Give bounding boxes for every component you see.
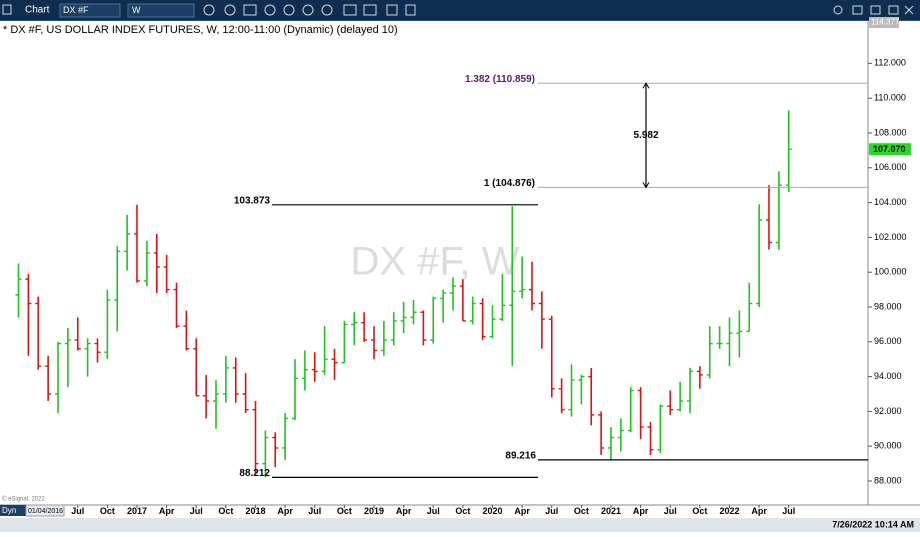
x-tick-label: Jul (782, 506, 795, 516)
start-date-box[interactable] (25, 504, 65, 517)
y-tick-label: 96.000 (874, 336, 902, 346)
mode-text: Dyn (2, 506, 16, 515)
level-label: 88.212 (239, 468, 270, 479)
x-tick-label: Jul (427, 506, 440, 516)
arrow-head (642, 182, 650, 189)
fib-label: 1 (104.876) (484, 178, 535, 189)
x-tick-label: Oct (692, 506, 707, 516)
x-tick-label: Oct (337, 506, 352, 516)
x-tick-label: 2021 (601, 506, 621, 516)
arrow-head (642, 82, 650, 89)
y-tick-label: 110.000 (874, 93, 906, 103)
copyright: © eSignal, 2022 (2, 496, 45, 503)
app-icon (2, 4, 12, 15)
y-tick-label: 104.000 (874, 197, 907, 207)
x-tick-label: Oct (574, 506, 589, 516)
symbol-input[interactable] (59, 3, 121, 18)
x-tick-label: Oct (218, 506, 233, 516)
x-tick-label: Apr (633, 506, 649, 516)
x-tick-label: Jul (71, 506, 84, 516)
y-tick-label: 102.000 (874, 232, 907, 242)
chart-title: * DX #F, US DOLLAR INDEX FUTURES, W, 12:… (3, 24, 398, 36)
y-tick-label: 90.000 (874, 441, 902, 451)
x-tick-label: Jul (308, 506, 321, 516)
x-tick-label: 2017 (127, 506, 147, 516)
x-tick-label: Oct (100, 506, 115, 516)
x-tick-label: Jul (190, 506, 203, 516)
top-tick-label: 114.377 (871, 18, 900, 27)
x-tick-label: Jul (664, 506, 677, 516)
y-tick-label: 100.000 (874, 267, 907, 277)
x-tick-label: Apr (396, 506, 412, 516)
mode-box[interactable] (0, 505, 26, 516)
x-tick-label: Jul (545, 506, 558, 516)
interval-text: W (132, 5, 141, 15)
last-price-box (869, 143, 911, 156)
x-tick-label: 2020 (482, 506, 502, 516)
symbol-text: DX #F (63, 5, 89, 15)
x-tick-label: Apr (514, 506, 530, 516)
x-tick-label: 2018 (245, 506, 265, 516)
y-tick-label: 98.000 (874, 301, 902, 311)
y-tick-label: 92.000 (874, 406, 902, 416)
fib-label: 1.382 (110.859) (465, 74, 535, 85)
x-tick-label: Apr (277, 506, 293, 516)
x-tick-label: 2022 (719, 506, 739, 516)
y-tick-label: 106.000 (874, 162, 907, 172)
last-price-label: 107.070 (873, 144, 906, 154)
level-label: 103.873 (234, 195, 271, 206)
y-tick-label: 88.000 (874, 475, 902, 485)
app-name: Chart (25, 5, 50, 16)
toolbar-icons[interactable] (203, 4, 914, 16)
y-tick-label: 112.000 (874, 58, 906, 68)
watermark: DX #F, W (351, 240, 520, 284)
x-tick-label: Apr (159, 506, 175, 516)
interval-input[interactable] (127, 3, 195, 18)
status-datetime: 7/26/2022 10:14 AM (832, 519, 914, 529)
x-tick-label: Apr (751, 506, 767, 516)
level-label: 89.216 (505, 451, 536, 462)
y-tick-label: 108.000 (874, 127, 907, 137)
status-bar (0, 518, 920, 532)
top-tick-box (869, 17, 899, 28)
toolbar-border (0, 20, 920, 21)
start-date: 01/04/2016 (28, 508, 63, 515)
y-tick-label: 94.000 (874, 371, 902, 381)
x-tick-label: 2019 (364, 506, 384, 516)
x-tick-label: Oct (455, 506, 470, 516)
fib-range-label: 5.982 (633, 130, 658, 141)
